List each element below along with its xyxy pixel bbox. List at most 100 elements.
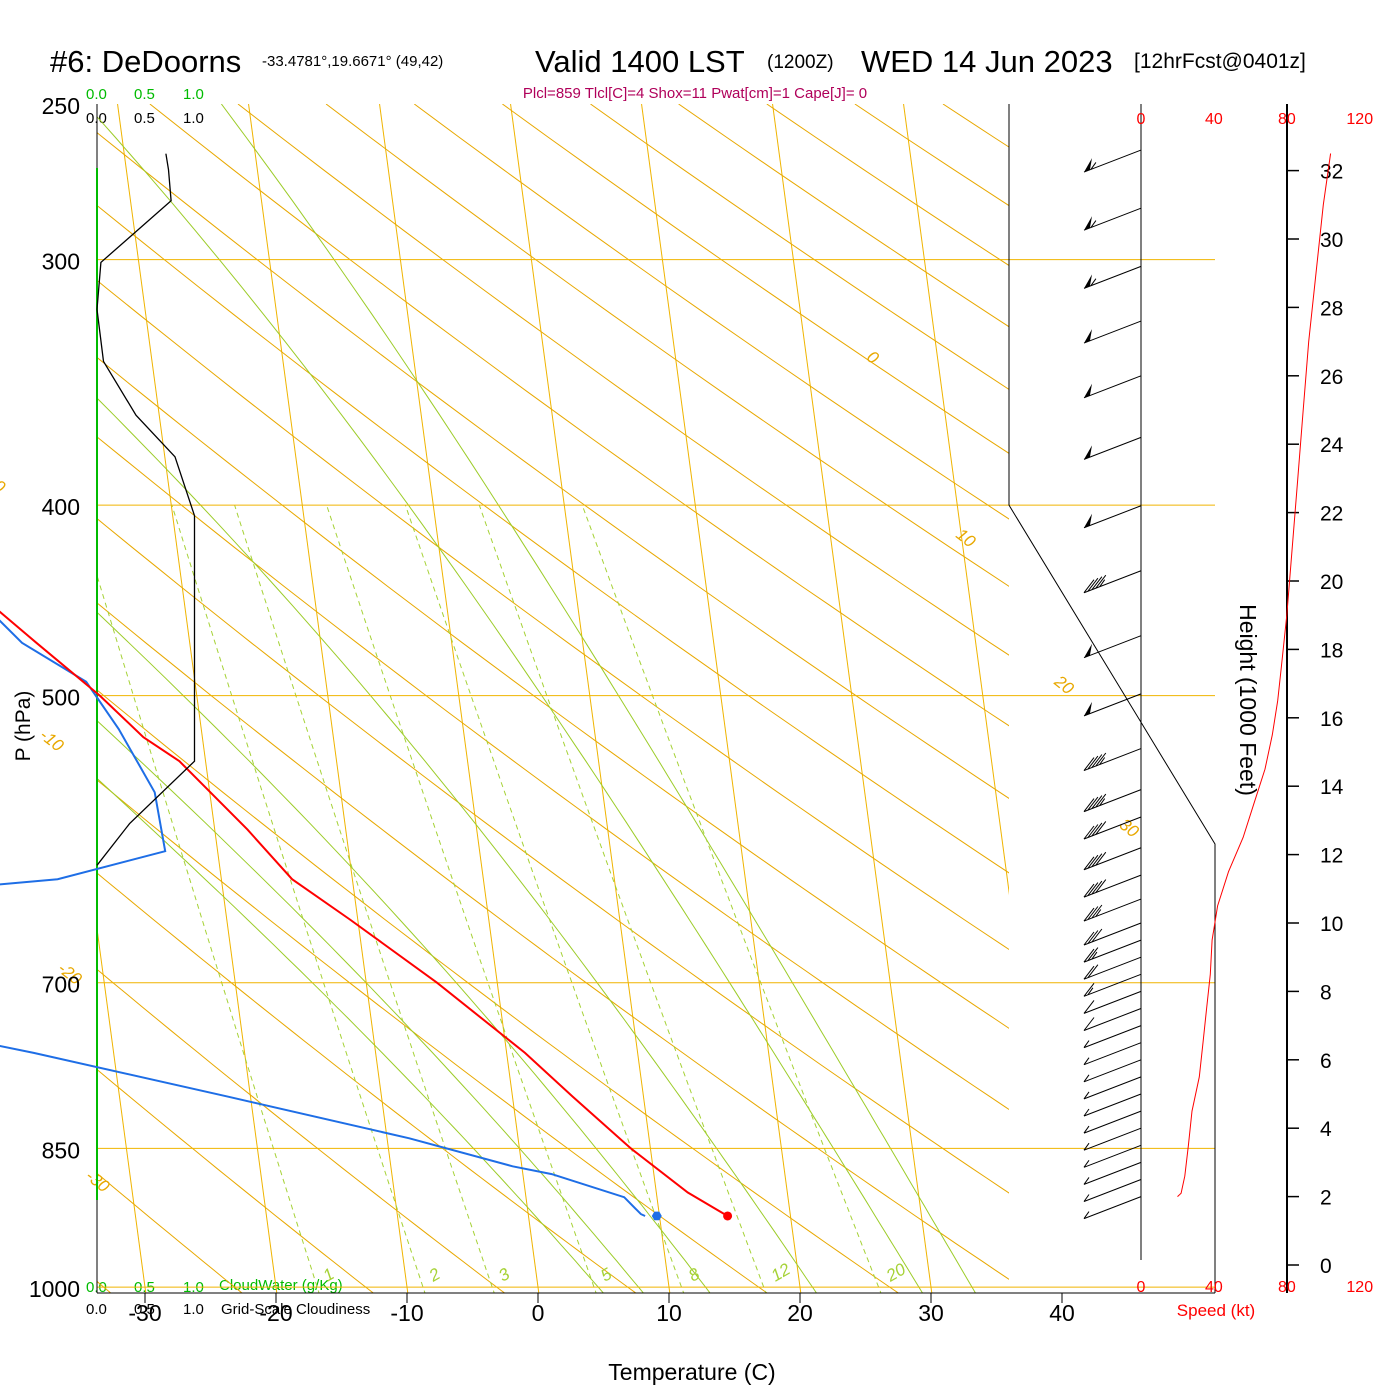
wind-barb bbox=[1083, 939, 1142, 963]
wind-barb bbox=[1083, 1093, 1142, 1117]
cloudiness-legend: Grid-Scale Cloudiness bbox=[221, 1301, 370, 1318]
wind-barb-shaft bbox=[1083, 1059, 1142, 1083]
height-tick-label: 14 bbox=[1320, 776, 1344, 799]
height-tick-label: 20 bbox=[1320, 571, 1343, 594]
axes: 0246810121416182022242628303200404080801… bbox=[29, 93, 1373, 1326]
mixing-ratio-label: 12 bbox=[768, 1259, 794, 1285]
wind-barb bbox=[1083, 635, 1142, 659]
isotherm bbox=[510, 104, 671, 1293]
height-tick-label: 12 bbox=[1320, 845, 1343, 868]
height-tick-label: 6 bbox=[1320, 1050, 1332, 1073]
wind-barb-shaft bbox=[1083, 505, 1142, 529]
wind-barb-shaft bbox=[1083, 1076, 1142, 1100]
wind-barb bbox=[1083, 922, 1142, 946]
isotherm bbox=[379, 104, 540, 1293]
wind-barb-shaft bbox=[1083, 990, 1142, 1014]
top-cloud-scales: 0.0 0.5 1.0 0.0 0.5 1.0 bbox=[86, 86, 204, 127]
wind-barb-shaft bbox=[1083, 939, 1142, 963]
wind-barb-pennant bbox=[1084, 445, 1092, 460]
wind-barb-flag bbox=[1095, 851, 1107, 866]
x-axis-title: Temperature (C) bbox=[608, 1359, 775, 1385]
cloudwater-scale-top-2: 1.0 bbox=[183, 86, 204, 103]
wind-barb-half-flag bbox=[1083, 1211, 1090, 1219]
y-axis-title: P (hPa) bbox=[12, 691, 35, 762]
mixing-ratio-line bbox=[97, 573, 320, 1293]
wind-barb bbox=[1083, 207, 1142, 231]
pressure-tick-label: 500 bbox=[42, 685, 80, 711]
wind-barb-pennant bbox=[1084, 329, 1092, 344]
valid-zulu: (1200Z) bbox=[767, 52, 834, 73]
wind-barb bbox=[1083, 898, 1142, 922]
cloudiness-scale-top-2: 1.0 bbox=[183, 110, 204, 127]
right-frame bbox=[1008, 104, 1216, 1293]
dry-adiabat bbox=[97, 517, 1009, 1194]
isotherm bbox=[248, 104, 409, 1293]
height-tick-label: 10 bbox=[1320, 913, 1343, 936]
pressure-tick-label: 700 bbox=[42, 972, 80, 998]
wind-barb-shaft bbox=[1083, 1127, 1142, 1151]
wind-barb bbox=[1083, 375, 1142, 399]
wind-barb-flag bbox=[1083, 856, 1095, 871]
dry-adiabat bbox=[97, 356, 1009, 1029]
cloudiness-scale-bottom-0: 0.0 bbox=[86, 1301, 107, 1318]
speed-tick-label-top: 0 bbox=[1137, 111, 1146, 128]
wind-barb bbox=[1083, 505, 1142, 529]
wind-barb-pennant bbox=[1084, 513, 1092, 528]
moist-adiabat bbox=[97, 720, 645, 1293]
wind-barb-flag bbox=[1087, 824, 1099, 838]
wind-barb-shaft bbox=[1083, 1161, 1142, 1185]
wind-barb-flag bbox=[1091, 576, 1103, 591]
wind-barb-flag bbox=[1083, 965, 1095, 980]
wind-barb-half-flag bbox=[1099, 579, 1106, 587]
dry-adiabat bbox=[854, 104, 1009, 207]
wind-barb bbox=[1083, 1008, 1142, 1031]
temperature-tick-label: 30 bbox=[918, 1300, 944, 1326]
wind-barb-shaft bbox=[1083, 847, 1142, 871]
wind-barb-half-flag bbox=[1099, 757, 1106, 765]
wind-barb-shaft bbox=[1083, 635, 1142, 659]
temperature-tick-label: 40 bbox=[1049, 1300, 1075, 1326]
wind-barb-flag bbox=[1083, 931, 1095, 946]
wind-barb-pennant bbox=[1084, 701, 1092, 716]
temperature-tick-label: 10 bbox=[656, 1300, 682, 1326]
temperature-line bbox=[0, 610, 729, 1217]
speed-tick-label-bottom: 120 bbox=[1346, 1279, 1373, 1296]
wind-barb-pennant bbox=[1084, 643, 1092, 658]
wind-barb bbox=[1083, 1059, 1142, 1083]
valid-time: Valid 1400 LST bbox=[535, 44, 745, 79]
speed-profile-line bbox=[1177, 153, 1332, 1197]
moist-adiabat bbox=[97, 397, 818, 1293]
speed-tick-label-bottom: 80 bbox=[1278, 1279, 1296, 1296]
wind-barb bbox=[1083, 956, 1142, 980]
wind-barb bbox=[1083, 436, 1142, 460]
height-tick-label: 30 bbox=[1320, 229, 1343, 252]
wind-barb-half-flag bbox=[1095, 909, 1102, 917]
wind-barb bbox=[1083, 320, 1142, 344]
wind-barb-shaft bbox=[1083, 1025, 1142, 1049]
wind-barb-flag bbox=[1095, 793, 1107, 808]
wind-barb-shaft bbox=[1083, 1196, 1142, 1220]
forecast-init: [12hrFcst@0401z] bbox=[1134, 50, 1306, 73]
height-tick-label: 22 bbox=[1320, 503, 1343, 526]
temperature-tick-label: -20 bbox=[259, 1300, 292, 1326]
wind-barb-half-flag bbox=[1083, 1091, 1090, 1100]
wind-barb-flag bbox=[1083, 1000, 1095, 1014]
wind-barb-flag bbox=[1083, 948, 1095, 963]
plot-frame bbox=[96, 104, 1216, 1294]
height-tick-label: 32 bbox=[1320, 161, 1343, 184]
dry-adiabat bbox=[678, 104, 1009, 328]
moist-adiabat bbox=[220, 104, 977, 1293]
speed-tick-label-top: 120 bbox=[1346, 111, 1373, 128]
pressure-tick-label: 850 bbox=[42, 1137, 80, 1163]
wind-barb-flag bbox=[1095, 574, 1107, 589]
wind-barb-half-flag bbox=[1083, 1160, 1090, 1168]
height-axis-title: Height (1000 Feet) bbox=[1235, 604, 1261, 796]
wind-barb-shaft bbox=[1083, 922, 1142, 946]
speed-axis-title: Speed (kt) bbox=[1177, 1301, 1255, 1320]
wind-barb-flag bbox=[1087, 577, 1099, 592]
wind-barb-pennant bbox=[1084, 216, 1092, 231]
wind-barb bbox=[1083, 748, 1142, 772]
speed-tick-label-top: 40 bbox=[1205, 111, 1223, 128]
wind-barb bbox=[1083, 789, 1142, 813]
wind-barb-shaft bbox=[1083, 789, 1142, 813]
